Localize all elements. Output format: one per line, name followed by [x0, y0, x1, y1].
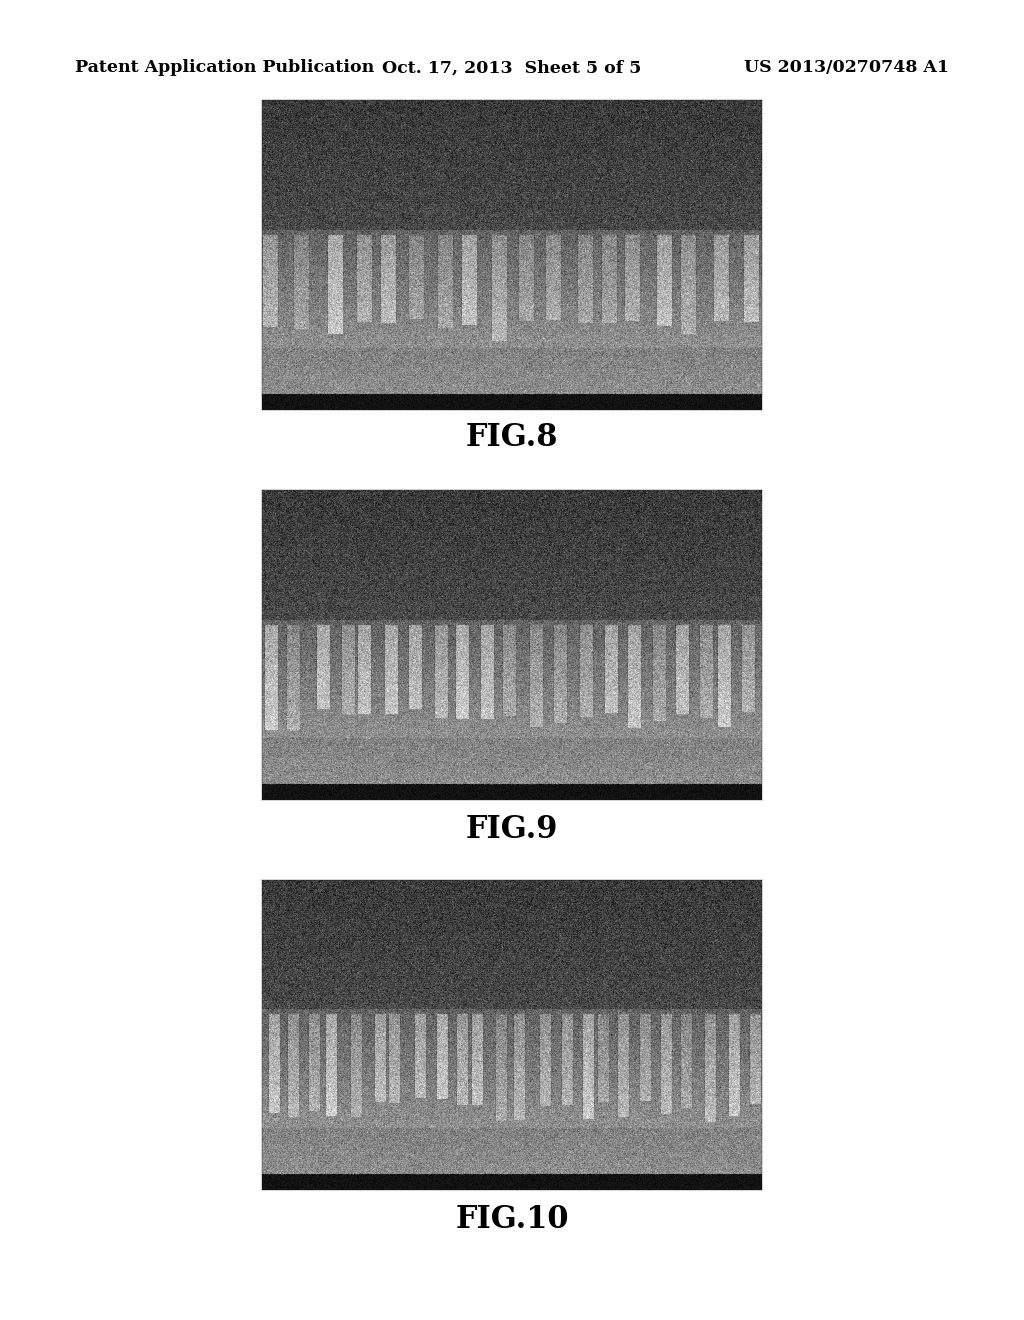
Text: Oct. 17, 2013  Sheet 5 of 5: Oct. 17, 2013 Sheet 5 of 5: [382, 59, 642, 77]
Text: US 2013/0270748 A1: US 2013/0270748 A1: [744, 59, 949, 77]
Text: Patent Application Publication: Patent Application Publication: [75, 59, 374, 77]
Text: FIG.8: FIG.8: [466, 422, 558, 454]
Text: FIG.10: FIG.10: [456, 1204, 568, 1236]
Text: FIG.9: FIG.9: [466, 814, 558, 846]
